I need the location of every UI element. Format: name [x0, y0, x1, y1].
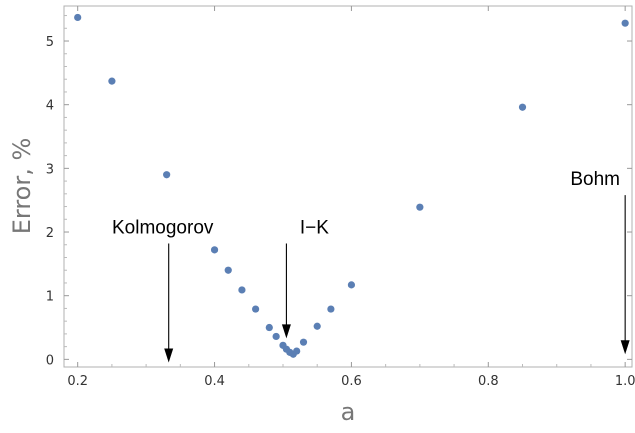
annotation-arrow-head: [281, 324, 291, 339]
data-point: [518, 103, 527, 111]
data-point: [299, 338, 308, 346]
data-point: [416, 203, 424, 211]
x-tick-label: 1.0: [615, 374, 635, 389]
y-tick-label: 4: [46, 99, 54, 114]
y-tick-labels: 0 1 2 3 4 5: [46, 35, 54, 368]
data-point: [252, 305, 260, 313]
data-point: [210, 246, 219, 254]
annotation-arrow-head: [164, 348, 174, 363]
y-tick-label: 5: [46, 35, 54, 50]
x-axis-title: a: [341, 398, 356, 426]
data-point: [313, 322, 321, 330]
x-tick-label: 0.6: [341, 374, 362, 389]
annotation-label: Bohm: [570, 169, 620, 190]
data-point: [272, 332, 280, 341]
data-point: [224, 266, 232, 274]
annotation-label: I−K: [300, 217, 329, 238]
x-tick-label: 0.2: [67, 374, 88, 389]
data-point: [621, 19, 629, 27]
data-point: [327, 305, 335, 313]
y-tick-label: 3: [46, 162, 54, 177]
annotation-label: Kolmogorov: [112, 217, 214, 238]
x-tick-label: 0.8: [478, 374, 499, 389]
y-axis-title: Error, %: [8, 138, 36, 235]
y-tick-label: 1: [46, 290, 54, 305]
plot-frame: [63, 5, 633, 368]
x-tick-labels: 0.2 0.4 0.6 0.8 1.0: [67, 374, 635, 389]
data-point: [108, 77, 116, 85]
data-point: [293, 347, 301, 355]
data-point: [163, 171, 171, 179]
x-tick-label: 0.4: [204, 374, 225, 389]
data-point: [74, 13, 82, 22]
annotation-arrow-head: [620, 340, 630, 355]
y-tick-label: 2: [46, 226, 54, 241]
axis-ticks: [64, 6, 632, 367]
annotations: Kolmogorov I−K Bohm: [112, 169, 630, 363]
data-point: [347, 281, 356, 289]
data-point: [238, 286, 246, 294]
y-tick-label: 0: [46, 353, 54, 368]
data-point: [265, 323, 273, 332]
data-points: [74, 13, 629, 358]
